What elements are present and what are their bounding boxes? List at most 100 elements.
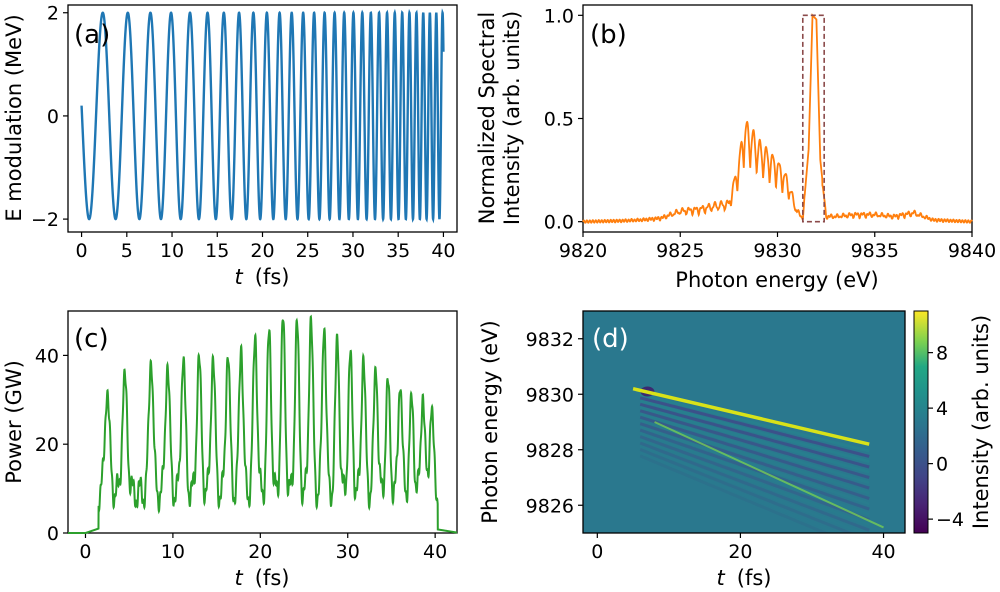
panel-a-ylabel: E modulation (MeV) bbox=[2, 14, 26, 221]
heatmap-fringe bbox=[639, 409, 870, 479]
xtick-label: 20 bbox=[248, 541, 272, 563]
colorbar-tick-label: −4 bbox=[936, 509, 964, 531]
xtick-label: 15 bbox=[205, 240, 229, 262]
ytick-label: 0.0 bbox=[544, 212, 574, 234]
ytick-label: 0.5 bbox=[544, 109, 574, 131]
panel-d-fringes bbox=[639, 386, 870, 533]
panel-d-faint-line bbox=[654, 421, 884, 529]
panel-d: 9826 9828 9830 9832 0 20 40 −4 0 4 8 (d) Photon … bbox=[478, 310, 993, 590]
panel-a-xticks: 0 5 10 15 20 25 30 35 40 bbox=[76, 232, 456, 262]
panel-a-xlabel-var: t bbox=[235, 265, 244, 289]
panel-b-label: (b) bbox=[590, 20, 627, 50]
colorbar-ticks: −4 0 4 8 bbox=[928, 343, 964, 531]
xtick-label: 0 bbox=[79, 541, 91, 563]
xtick-label: 0 bbox=[76, 240, 88, 262]
panel-d-ylabel: Photon energy (eV) bbox=[478, 320, 502, 523]
xtick-label: 10 bbox=[161, 541, 185, 563]
panel-b-ylabel-line2: Intensity (arb. units) bbox=[500, 11, 524, 225]
colorbar-label: Intensity (arb. units) bbox=[969, 315, 993, 529]
ytick-label: 9832 bbox=[526, 329, 574, 351]
xtick-label: 20 bbox=[250, 240, 274, 262]
ytick-label: 9828 bbox=[526, 440, 574, 462]
panel-c-yticks: 0 20 40 bbox=[35, 345, 68, 545]
panel-c-xlabel-unit: (fs) bbox=[255, 566, 290, 590]
xtick-label: 20 bbox=[728, 541, 752, 563]
heatmap-fringe bbox=[639, 425, 870, 506]
panel-d-heatmap bbox=[583, 311, 905, 533]
panel-d-bright-line bbox=[632, 386, 870, 446]
panel-c-frame bbox=[67, 310, 458, 534]
panel-d-xticks: 0 20 40 bbox=[591, 533, 896, 563]
ytick-label: 0 bbox=[47, 106, 59, 128]
xtick-label: 30 bbox=[336, 541, 360, 563]
xtick-label: 0 bbox=[591, 541, 603, 563]
heatmap-fringe bbox=[639, 402, 870, 469]
heatmap-fringe bbox=[639, 396, 870, 458]
heatmap-fringe bbox=[639, 431, 870, 516]
panel-a-label: (a) bbox=[74, 20, 110, 50]
panel-c-xlabel-var: t bbox=[235, 566, 244, 590]
ytick-label: 20 bbox=[35, 434, 59, 456]
ytick-label: 40 bbox=[35, 345, 59, 367]
ytick-label: 9830 bbox=[526, 384, 574, 406]
heatmap-fringe bbox=[639, 412, 870, 485]
xtick-label: 9825 bbox=[656, 240, 704, 262]
xtick-label: 25 bbox=[296, 240, 320, 262]
xtick-label: 10 bbox=[160, 240, 184, 262]
panel-d-label: (d) bbox=[592, 324, 629, 354]
panel-c-ylabel: Power (GW) bbox=[2, 360, 26, 484]
ytick-label: 0 bbox=[47, 523, 59, 545]
panel-a-xlabel: t (fs) bbox=[235, 265, 290, 289]
panel-a-xlabel-unit: (fs) bbox=[255, 265, 290, 289]
panel-d-xlabel-var: t bbox=[717, 566, 726, 590]
xtick-label: 40 bbox=[431, 240, 455, 262]
xtick-label: 40 bbox=[871, 541, 895, 563]
xtick-label: 9830 bbox=[753, 240, 801, 262]
xtick-label: 30 bbox=[341, 240, 365, 262]
colorbar-tick-label: 0 bbox=[936, 454, 948, 476]
ytick-label: 1.0 bbox=[544, 5, 574, 27]
heatmap-fringe bbox=[639, 451, 842, 533]
xtick-label: 9840 bbox=[948, 240, 996, 262]
xtick-label: 9835 bbox=[851, 240, 899, 262]
colorbar-tick-label: 8 bbox=[936, 343, 948, 365]
heatmap-fringe bbox=[639, 454, 830, 533]
panel-b-yticks: 0.0 0.5 1.0 bbox=[544, 5, 583, 234]
panel-b-xlabel: Photon energy (eV) bbox=[675, 268, 878, 292]
panel-c-series-line bbox=[68, 314, 458, 534]
panel-b-ylabel-line1: Normalized Spectral bbox=[475, 12, 499, 224]
heatmap-fringe bbox=[639, 393, 870, 453]
xtick-label: 40 bbox=[423, 541, 447, 563]
xtick-label: 5 bbox=[121, 240, 133, 262]
ytick-label: 2 bbox=[47, 3, 59, 25]
panel-c-xlabel: t (fs) bbox=[235, 566, 290, 590]
panel-c-label: (c) bbox=[74, 324, 109, 354]
panel-c-xticks: 0 10 20 30 40 bbox=[79, 533, 447, 563]
colorbar bbox=[913, 310, 929, 534]
panel-d-xlabel-unit: (fs) bbox=[737, 566, 772, 590]
heatmap-fringe bbox=[639, 406, 870, 474]
colorbar-tick-label: 4 bbox=[936, 398, 948, 420]
heatmap-fringe bbox=[639, 444, 867, 533]
panel-b: 0.0 0.5 1.0 9820 9825 9830 9835 9840 (b) Norma… bbox=[475, 4, 996, 292]
panel-a-yticks: −2 0 2 bbox=[31, 3, 68, 231]
heatmap-fringe bbox=[639, 435, 870, 522]
heatmap-fringe bbox=[639, 415, 870, 490]
panel-d-yticks: 9826 9828 9830 9832 bbox=[526, 329, 583, 517]
heatmap-fringe bbox=[639, 441, 870, 532]
heatmap-fringe bbox=[639, 399, 870, 464]
panel-a-series-line bbox=[80, 8, 445, 224]
panel-a: −2 0 2 0 5 10 15 20 25 30 35 40 (a) E modulation (… bbox=[2, 3, 458, 289]
ytick-label: 9826 bbox=[526, 495, 574, 517]
xtick-label: 9820 bbox=[559, 240, 607, 262]
heatmap-fringe bbox=[639, 438, 870, 527]
panel-c: 0 20 40 0 10 20 30 40 (c) Power (GW) t (fs) bbox=[2, 310, 458, 590]
ytick-label: −2 bbox=[31, 209, 59, 231]
panel-b-frame bbox=[582, 4, 973, 233]
panel-d-xlabel: t (fs) bbox=[717, 566, 772, 590]
panel-b-series-line bbox=[582, 13, 973, 224]
panel-b-dashed-box bbox=[801, 14, 825, 223]
xtick-label: 35 bbox=[386, 240, 410, 262]
heatmap-fringe bbox=[639, 448, 854, 533]
